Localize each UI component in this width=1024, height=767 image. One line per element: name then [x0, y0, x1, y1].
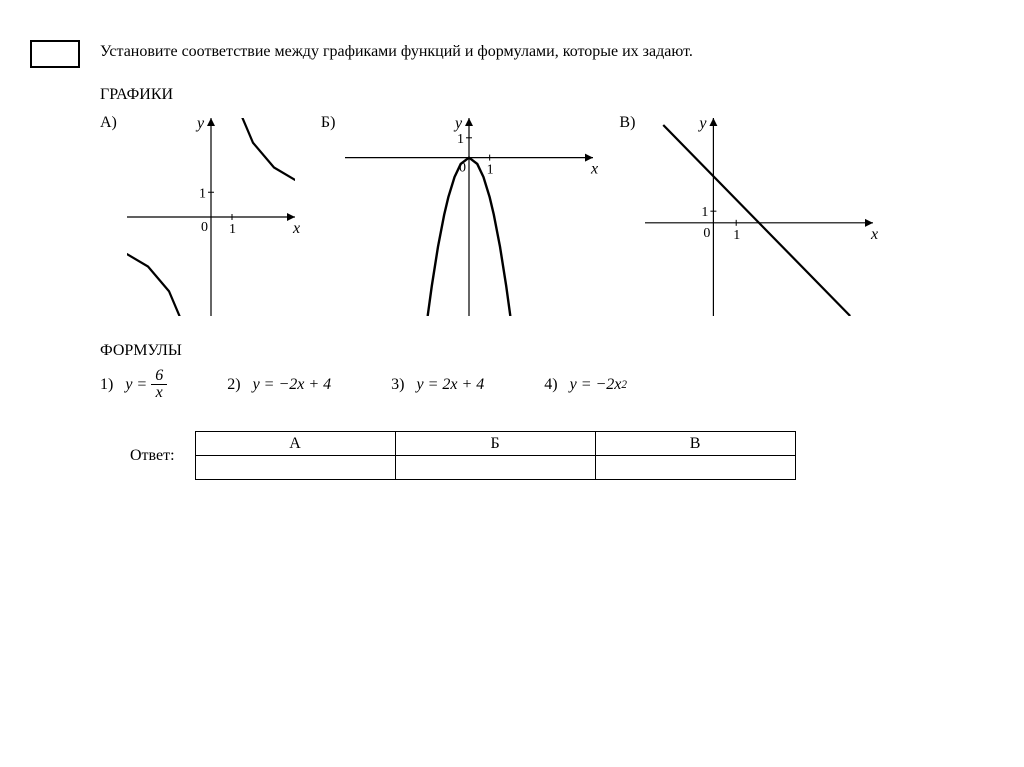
answer-cell-0[interactable] — [195, 456, 395, 480]
graphs-row: А)0xy11Б)0xy11В)0xy11 — [100, 112, 994, 322]
answer-table: АБВ — [195, 431, 796, 480]
svg-text:1: 1 — [487, 163, 494, 178]
graph-1: Б)0xy11 — [321, 112, 600, 322]
graph-svg-0: 0 x y 1 1 — [121, 112, 301, 322]
svg-text:1: 1 — [734, 228, 741, 243]
graphs-section-label: ГРАФИКИ — [100, 86, 994, 104]
svg-text:0: 0 — [704, 226, 711, 241]
prompt-text: Установите соответствие между графиками … — [100, 40, 994, 63]
formula-num-1: 2) — [227, 376, 240, 394]
formula-num-2: 3) — [391, 376, 404, 394]
formula-num-3: 4) — [544, 376, 557, 394]
answer-header-1: Б — [395, 432, 595, 456]
answer-label: Ответ: — [130, 447, 175, 465]
svg-text:1: 1 — [199, 186, 206, 201]
svg-text:1: 1 — [702, 205, 709, 220]
graph-2: В) 0 x y 1 1 — [619, 112, 879, 322]
formula-eq-1: y = −2x + 4 — [253, 376, 332, 394]
graph-svg-1: 0xy11 — [339, 112, 599, 322]
svg-text:0: 0 — [201, 220, 208, 235]
formulas-section-label: ФОРМУЛЫ — [100, 342, 994, 360]
formula-eq-2: y = 2x + 4 — [416, 376, 484, 394]
svg-text:x: x — [870, 226, 878, 243]
answer-header-0: А — [195, 432, 395, 456]
graph-label-1: Б) — [321, 114, 336, 132]
formulas-row: 1) y =6x 2) y = −2x + 4 3) y = 2x + 4 4) y = −2… — [100, 368, 994, 401]
question-number-box — [30, 40, 80, 68]
formula-eq-3: y = −2x2 — [570, 376, 627, 394]
graph-label-0: А) — [100, 114, 117, 132]
answer-cell-1[interactable] — [395, 456, 595, 480]
answer-header-2: В — [595, 432, 795, 456]
svg-text:x: x — [292, 220, 300, 237]
graph-svg-2: 0 x y 1 1 — [639, 112, 879, 322]
svg-text:y: y — [698, 115, 708, 132]
formula-1: 2) y = −2x + 4 — [227, 376, 331, 394]
svg-text:y: y — [195, 115, 205, 132]
graph-label-2: В) — [619, 114, 635, 132]
svg-text:y: y — [453, 115, 463, 132]
formula-num-0: 1) — [100, 376, 113, 394]
graph-0: А) 0 x y 1 1 — [100, 112, 301, 322]
formula-2: 3) y = 2x + 4 — [391, 376, 484, 394]
formula-0: 1) y =6x — [100, 368, 167, 401]
svg-text:x: x — [590, 161, 598, 178]
formula-3: 4) y = −2x2 — [544, 376, 627, 394]
svg-text:1: 1 — [229, 222, 236, 237]
answer-row: Ответ: АБВ — [130, 431, 994, 480]
formula-eq-0: y =6x — [125, 368, 167, 401]
svg-text:1: 1 — [457, 132, 464, 147]
answer-cell-2[interactable] — [595, 456, 795, 480]
